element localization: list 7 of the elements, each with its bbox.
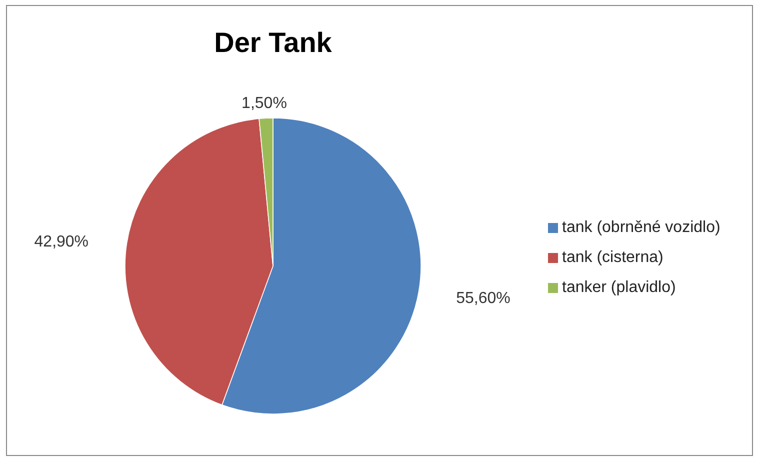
data-label: 55,60% [456,290,510,307]
data-label: 42,90% [34,233,89,250]
data-label: 1,50% [242,95,287,112]
legend-label: tank (obrněné vozidlo) [562,219,720,236]
legend-label: tanker (plavidlo) [562,279,676,296]
legend-label: tank (cisterna) [562,249,664,266]
chart-title: Der Tank [214,27,332,58]
